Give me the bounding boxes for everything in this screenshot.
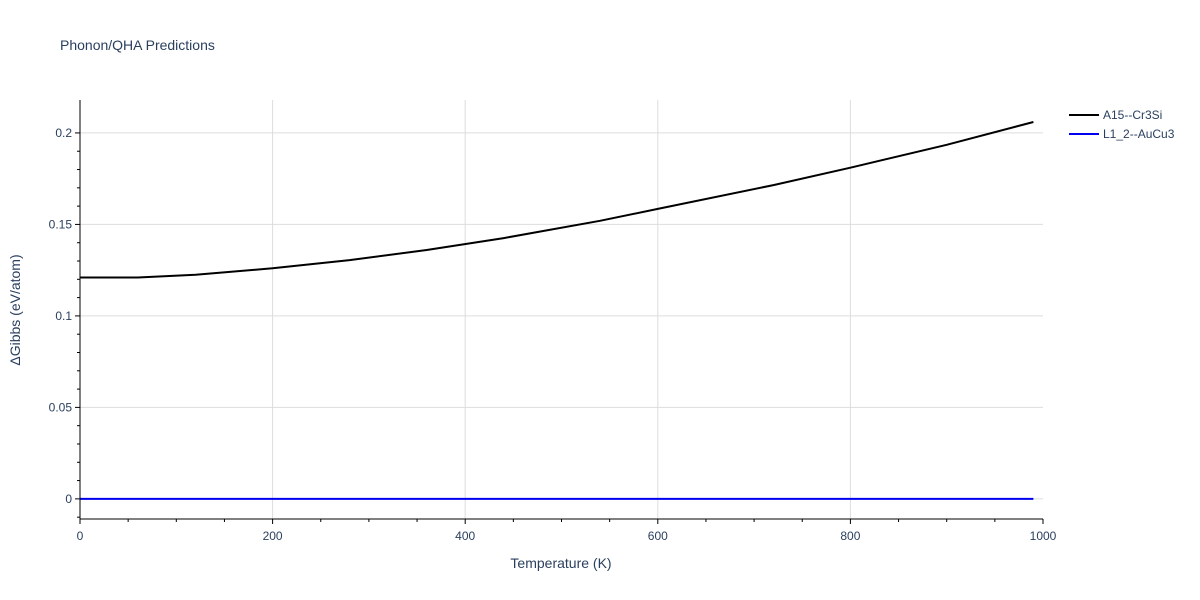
y-axis-title: ΔGibbs (eV/atom): [7, 254, 23, 365]
y-tick-label: 0.2: [55, 126, 72, 140]
y-tick-label: 0.05: [49, 400, 73, 414]
x-tick-label: 400: [455, 529, 475, 543]
x-tick-label: 800: [840, 529, 860, 543]
x-tick-label: 600: [648, 529, 668, 543]
legend: A15--Cr3Si L1_2--AuCu3: [1069, 108, 1175, 141]
legend-label: L1_2--AuCu3: [1103, 127, 1175, 141]
legend-label: A15--Cr3Si: [1103, 108, 1162, 122]
grid-layer: [80, 100, 1043, 519]
y-tick-label: 0: [65, 492, 72, 506]
x-tick-label: 0: [77, 529, 84, 543]
x-tick-label: 200: [263, 529, 283, 543]
chart-title: Phonon/QHA Predictions: [60, 37, 215, 53]
x-axis-title: Temperature (K): [510, 555, 611, 571]
series-line-1: [80, 121, 1034, 279]
y-tick-label: 0.15: [49, 217, 73, 231]
axes-layer: 0 200 400 600 800 1000 0 0.05 0.1 0.15 0.2: [49, 100, 1057, 543]
series-layer: [80, 121, 1034, 500]
y-tick-label: 0.1: [55, 309, 72, 323]
x-tick-label: 1000: [1030, 529, 1057, 543]
